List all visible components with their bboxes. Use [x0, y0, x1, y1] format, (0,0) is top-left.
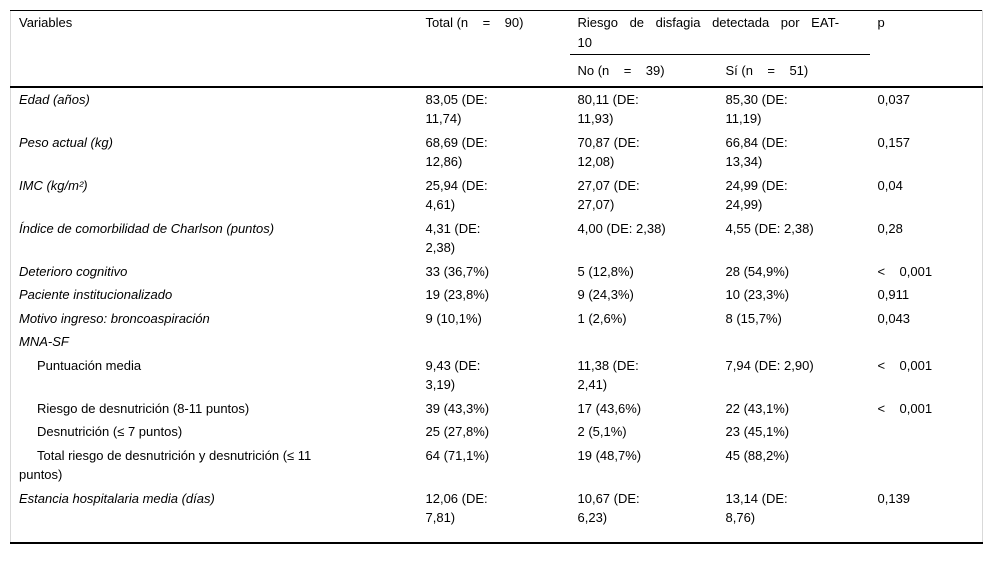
si-cell: 10 (23,3%): [725, 287, 790, 302]
no-cell: 4,00 (DE: 2,38): [577, 220, 666, 236]
no-cell: 19 (48,7%): [577, 447, 642, 463]
total-cell: 25,94 (DE: 4,61): [425, 177, 488, 213]
variable-cell: Estancia hospitalaria media (días): [19, 490, 215, 506]
si-cell: [718, 330, 870, 354]
no-cell: 1 (2,6%): [577, 310, 627, 326]
total-cell: [418, 330, 570, 354]
table-row-estancia: Estancia hospitalaria media (días) 12,06…: [11, 487, 983, 543]
variable-cell: Peso actual (kg): [19, 134, 113, 150]
p-cell: [870, 444, 983, 487]
no-cell: 10,67 (DE: 6,23): [577, 490, 640, 526]
table-row-total-riesgo: Total riesgo de desnutrición y desnutric…: [11, 444, 983, 487]
table-row-charlson: Índice de comorbilidad de Charlson (punt…: [11, 217, 983, 260]
si-cell: 66,84 (DE: 13,34): [725, 134, 788, 170]
si-cell: 24,99 (DE: 24,99): [725, 177, 788, 213]
p-cell: 0,139: [877, 490, 911, 506]
table-body: Edad (años) 83,05 (DE: 11,74) 80,11 (DE:…: [10, 86, 983, 543]
header-row-sub: No (n = 39) Sí (n = 51): [11, 55, 983, 87]
no-cell: 5 (12,8%): [577, 263, 634, 279]
table-row-riesgo-desnutricion: Riesgo de desnutrición (8-11 puntos) 39 …: [11, 397, 983, 421]
col-header-total: Total (n = 90): [425, 15, 524, 30]
variable-cell: MNA-SF: [19, 334, 69, 349]
si-cell: 85,30 (DE: 11,19): [725, 91, 788, 127]
si-cell: 8 (15,7%): [725, 310, 782, 326]
no-cell: 80,11 (DE: 11,93): [577, 91, 639, 127]
variable-cell: Deterioro cognitivo: [19, 263, 128, 279]
si-cell: 28 (54,9%): [725, 263, 790, 279]
total-cell: 4,31 (DE: 2,38): [425, 220, 481, 256]
variable-cell: Índice de comorbilidad de Charlson (punt…: [19, 220, 275, 236]
paper-table-page: Variables Total (n = 90) Riesgo de disfa…: [10, 10, 983, 544]
total-cell: 68,69 (DE: 12,86): [425, 134, 488, 170]
p-cell: 0,037: [877, 91, 911, 107]
p-cell: [870, 330, 983, 354]
col-header-variables: Variables: [19, 15, 73, 30]
col-header-no: No (n = 39): [577, 63, 665, 78]
total-cell: 64 (71,1%): [425, 447, 490, 463]
table-row-imc: IMC (kg/m²) 25,94 (DE: 4,61) 27,07 (DE: …: [11, 174, 983, 217]
variable-cell: Riesgo de desnutrición (8-11 puntos): [37, 400, 250, 416]
p-cell: 0,157: [877, 134, 911, 150]
table-row-peso: Peso actual (kg) 68,69 (DE: 12,86) 70,87…: [11, 131, 983, 174]
table-row-desnutricion: Desnutrición (≤ 7 puntos) 25 (27,8%) 2 (…: [11, 420, 983, 444]
total-cell: 19 (23,8%): [425, 287, 490, 302]
no-cell: 70,87 (DE: 12,08): [577, 134, 640, 170]
p-cell: < 0,001: [877, 357, 933, 373]
table-row-deterioro: Deterioro cognitivo 33 (36,7%) 5 (12,8%)…: [11, 260, 983, 284]
total-cell: 12,06 (DE: 7,81): [425, 490, 488, 526]
variable-cell: Puntuación media: [37, 357, 142, 373]
no-cell: 17 (43,6%): [577, 400, 642, 416]
variable-cell: IMC (kg/m²): [19, 177, 88, 193]
results-table: Variables Total (n = 90) Riesgo de disfa…: [10, 10, 983, 544]
total-cell: 83,05 (DE: 11,74): [425, 91, 488, 127]
si-cell: 13,14 (DE: 8,76): [725, 490, 788, 526]
col-header-group-eat10: Riesgo de disfagia detectada por EAT- 10: [569, 10, 870, 55]
si-cell: 4,55 (DE: 2,38): [725, 220, 814, 236]
table-row-puntuacion-media: Puntuación media 9,43 (DE: 3,19) 11,38 (…: [11, 354, 983, 397]
total-cell: 9 (10,1%): [425, 310, 482, 326]
si-cell: 23 (45,1%): [725, 424, 790, 439]
table-row-mna-sf: MNA-SF: [11, 330, 983, 354]
p-cell: < 0,001: [877, 400, 933, 416]
variable-cell: Paciente institucionalizado: [19, 287, 173, 302]
table-row-institucionalizado: Paciente institucionalizado 19 (23,8%) 9…: [11, 283, 983, 307]
si-cell: 7,94 (DE: 2,90): [725, 357, 814, 373]
variable-cell: Edad (años): [19, 91, 90, 107]
p-cell: < 0,001: [877, 263, 933, 279]
header-row-top: Variables Total (n = 90) Riesgo de disfa…: [11, 10, 983, 55]
p-cell: 0,043: [877, 310, 911, 326]
col-header-p: p: [877, 15, 885, 30]
no-cell: 2 (5,1%): [577, 424, 627, 439]
no-cell: 27,07 (DE: 27,07): [577, 177, 640, 213]
p-cell: 0,28: [877, 220, 903, 236]
p-cell: [870, 420, 983, 444]
variable-cell: Desnutrición (≤ 7 puntos): [37, 424, 183, 439]
table-row-broncoaspiracion: Motivo ingreso: broncoaspiración 9 (10,1…: [11, 307, 983, 331]
col-header-si: Sí (n = 51): [725, 63, 809, 78]
total-cell: 25 (27,8%): [425, 424, 490, 439]
no-cell: [570, 330, 718, 354]
total-cell: 33 (36,7%): [425, 263, 490, 279]
si-cell: 22 (43,1%): [725, 400, 790, 416]
table-row-edad: Edad (años) 83,05 (DE: 11,74) 80,11 (DE:…: [11, 87, 983, 131]
total-cell: 9,43 (DE: 3,19): [425, 357, 481, 393]
p-cell: 0,04: [877, 177, 903, 193]
total-cell: 39 (43,3%): [425, 400, 490, 416]
variable-cell: Motivo ingreso: broncoaspiración: [19, 310, 210, 326]
no-cell: 9 (24,3%): [577, 287, 634, 302]
si-cell: 45 (88,2%): [725, 447, 790, 463]
no-cell: 11,38 (DE: 2,41): [577, 357, 639, 393]
table-header: Variables Total (n = 90) Riesgo de disfa…: [11, 10, 983, 87]
p-cell: 0,911: [877, 287, 910, 302]
variable-cell: Total riesgo de desnutrición y desnutric…: [19, 447, 312, 483]
